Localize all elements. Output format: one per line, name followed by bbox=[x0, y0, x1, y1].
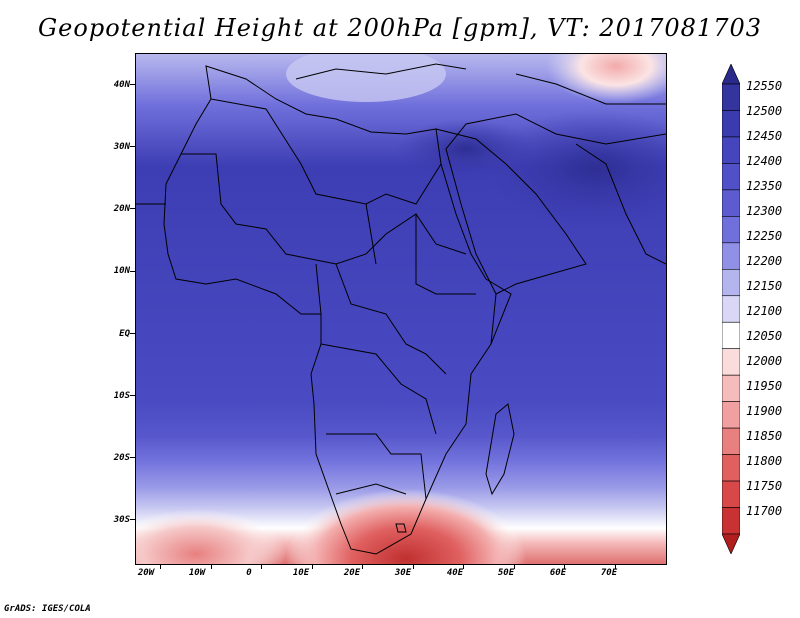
lat-label-10n: 10N bbox=[113, 266, 130, 276]
height-field bbox=[136, 54, 666, 564]
colorbar-swatch bbox=[722, 321, 740, 350]
lon-label-0: 0 bbox=[246, 568, 252, 578]
colorbar-label: 12250 bbox=[746, 229, 783, 243]
colorbar-label: 12300 bbox=[746, 204, 783, 218]
lat-label-10s: 10S bbox=[113, 391, 130, 401]
lat-label-30s: 30S bbox=[113, 515, 130, 525]
colorbar-label: 12400 bbox=[746, 154, 783, 168]
colorbar-label: 11750 bbox=[746, 479, 783, 493]
colorbar-label: 12200 bbox=[746, 254, 783, 268]
colorbar-swatch bbox=[722, 189, 740, 217]
colorbar-bottom-arrow bbox=[722, 533, 740, 554]
lon-label-10w: 10W bbox=[188, 568, 206, 578]
lon-tick bbox=[412, 564, 414, 569]
lat-label-20s: 20S bbox=[113, 453, 130, 463]
colorbar-swatch bbox=[722, 136, 740, 164]
lat-label-40n: 40N bbox=[113, 80, 130, 90]
lon-label-20w: 20W bbox=[137, 568, 155, 578]
colorbar-swatch bbox=[722, 401, 740, 429]
colorbar-swatch bbox=[722, 268, 740, 297]
lat-tick bbox=[130, 208, 135, 210]
lat-tick bbox=[130, 457, 135, 459]
lat-tick bbox=[130, 395, 135, 397]
lat-label-30n: 30N bbox=[113, 142, 130, 152]
colorbar-swatch bbox=[722, 83, 740, 111]
grads-credit: GrADS: IGES/COLA bbox=[4, 604, 91, 614]
colorbar-top-arrow bbox=[722, 64, 740, 85]
colorbar bbox=[722, 64, 740, 554]
colorbar-label: 12150 bbox=[746, 279, 783, 293]
map-title: Geopotential Height at 200hPa [gpm], VT:… bbox=[38, 14, 762, 42]
lon-tick bbox=[160, 564, 162, 569]
colorbar-label: 12550 bbox=[746, 79, 783, 93]
lon-label-10e: 10E bbox=[292, 568, 310, 578]
lon-tick bbox=[513, 564, 515, 569]
lat-tick bbox=[130, 270, 135, 272]
colorbar-swatch bbox=[722, 163, 740, 191]
colorbar-label: 12100 bbox=[746, 304, 783, 318]
lon-tick bbox=[210, 564, 212, 569]
lat-tick bbox=[130, 146, 135, 148]
colorbar-swatch bbox=[722, 348, 740, 376]
colorbar-label: 11700 bbox=[746, 504, 783, 518]
colorbar-swatch bbox=[722, 454, 740, 482]
colorbar-label: 12050 bbox=[746, 329, 783, 343]
colorbar-swatch bbox=[722, 507, 740, 535]
lat-label-20n: 20N bbox=[113, 204, 130, 214]
colorbar-label: 12450 bbox=[746, 129, 783, 143]
colorbar-swatch bbox=[722, 110, 740, 138]
lon-label-70e: 70E bbox=[600, 568, 618, 578]
map-panel bbox=[135, 53, 667, 565]
lat-label-eq: EQ bbox=[119, 329, 130, 339]
lon-label-50e: 50E bbox=[497, 568, 515, 578]
colorbar-swatch bbox=[722, 216, 740, 244]
lon-label-40e: 40E bbox=[446, 568, 464, 578]
lat-tick bbox=[130, 332, 135, 334]
colorbar-label: 11850 bbox=[746, 429, 783, 443]
lat-tick bbox=[130, 519, 135, 521]
colorbar-swatch bbox=[722, 295, 740, 323]
colorbar-label: 12500 bbox=[746, 104, 783, 118]
colorbar-swatch bbox=[722, 427, 740, 455]
colorbar-label: 11950 bbox=[746, 379, 783, 393]
lon-tick bbox=[362, 564, 364, 569]
lon-label-30e: 30E bbox=[394, 568, 412, 578]
lon-label-60e: 60E bbox=[549, 568, 567, 578]
lon-tick bbox=[261, 564, 263, 569]
colorbar-label: 11800 bbox=[746, 454, 783, 468]
lon-label-20e: 20E bbox=[343, 568, 361, 578]
lon-tick bbox=[564, 564, 566, 569]
colorbar-label: 12000 bbox=[746, 354, 783, 368]
colorbar-swatch bbox=[722, 242, 740, 270]
colorbar-label: 12350 bbox=[746, 179, 783, 193]
lon-tick bbox=[311, 564, 313, 569]
lat-tick bbox=[130, 84, 135, 86]
colorbar-swatch bbox=[722, 480, 740, 508]
lon-tick bbox=[463, 564, 465, 569]
colorbar-swatch bbox=[722, 374, 740, 402]
lon-tick bbox=[614, 564, 616, 569]
colorbar-label: 11900 bbox=[746, 404, 783, 418]
country-boundaries bbox=[136, 63, 666, 555]
